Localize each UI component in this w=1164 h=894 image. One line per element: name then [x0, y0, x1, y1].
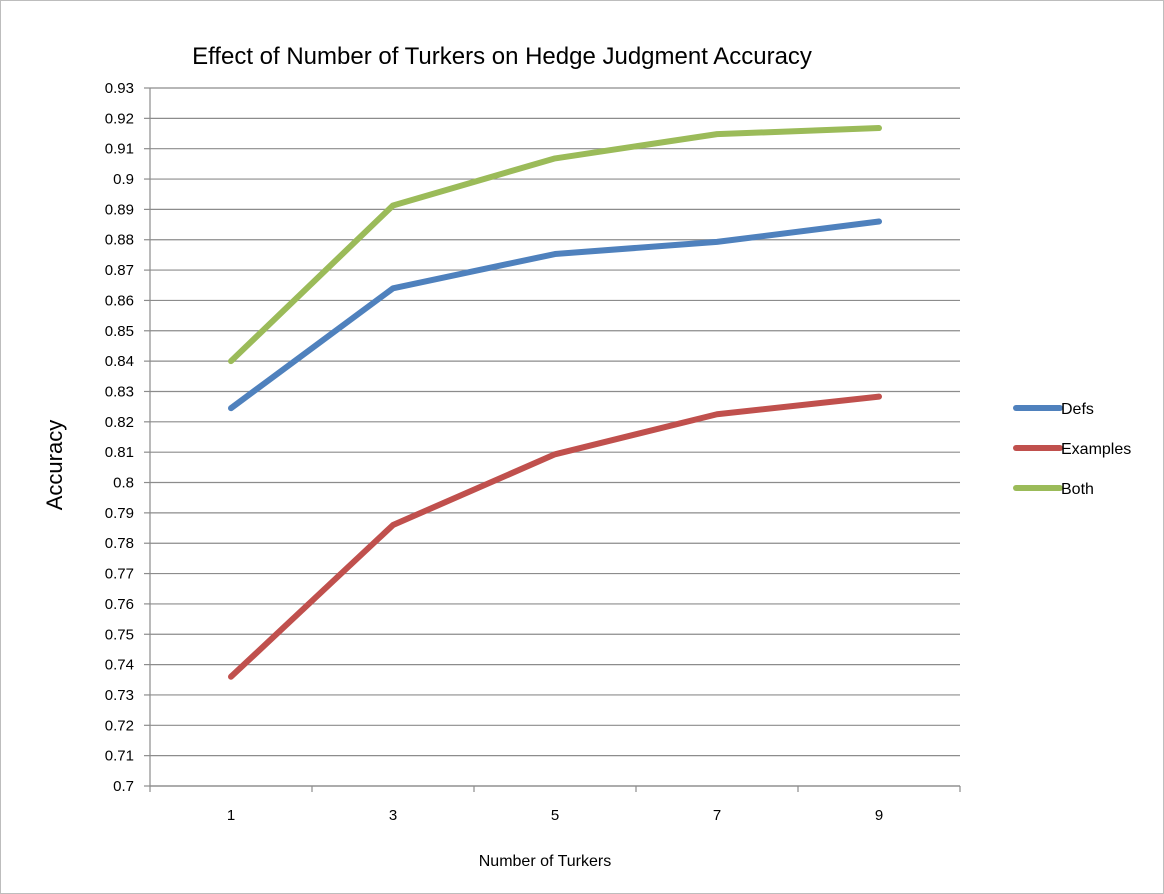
- gridlines: [144, 87, 960, 787]
- y-tick-label: 0.73: [105, 687, 134, 704]
- x-tick-label: 9: [875, 807, 883, 824]
- y-tick-labels: 0.7 0.71 0.72 0.73 0.74 0.75 0.76 0.77 0.78 0.79 0…: [105, 80, 134, 795]
- y-tick-label: 0.7: [113, 778, 134, 795]
- y-tick-label: 0.82: [105, 414, 134, 431]
- y-tick-label: 0.77: [105, 566, 134, 583]
- legend-label-both: Both: [1061, 481, 1094, 498]
- y-tick-label: 0.88: [105, 232, 134, 249]
- y-tick-label: 0.78: [105, 535, 134, 552]
- y-tick-label: 0.91: [105, 141, 134, 158]
- y-tick-label: 0.8: [113, 475, 134, 492]
- series-line-defs: [228, 218, 882, 412]
- series-line-both: [228, 125, 882, 365]
- legend-label-defs: Defs: [1061, 401, 1094, 418]
- x-tick-label: 7: [713, 807, 721, 824]
- y-tick-label: 0.92: [105, 110, 134, 127]
- legend: Defs Examples Both: [1013, 401, 1131, 498]
- y-tick-label: 0.83: [105, 383, 134, 400]
- y-tick-label: 0.75: [105, 626, 134, 643]
- axes: [149, 88, 961, 792]
- y-tick-label: 0.79: [105, 505, 134, 522]
- y-tick-label: 0.87: [105, 262, 134, 279]
- y-axis-label: Accuracy: [42, 420, 67, 510]
- y-tick-label: 0.85: [105, 323, 134, 340]
- x-tick-label: 1: [227, 807, 235, 824]
- y-tick-label: 0.84: [105, 353, 134, 370]
- y-tick-label: 0.76: [105, 596, 134, 613]
- y-tick-label: 0.81: [105, 444, 134, 461]
- x-tick-label: 5: [551, 807, 559, 824]
- x-axis-label: Number of Turkers: [479, 853, 611, 870]
- x-tick-label: 3: [389, 807, 397, 824]
- y-tick-label: 0.93: [105, 80, 134, 97]
- y-tick-label: 0.9: [113, 171, 134, 188]
- y-tick-label: 0.86: [105, 292, 134, 309]
- chart-title: Effect of Number of Turkers on Hedge Jud…: [192, 43, 812, 70]
- y-tick-label: 0.89: [105, 201, 134, 218]
- y-tick-label: 0.71: [105, 748, 134, 765]
- y-tick-label: 0.74: [105, 657, 134, 674]
- legend-label-examples: Examples: [1061, 441, 1131, 458]
- series-lines: [228, 125, 882, 680]
- series-line-examples: [228, 393, 882, 680]
- x-tick-labels: 1 3 5 7 9: [227, 807, 883, 824]
- y-tick-label: 0.72: [105, 717, 134, 734]
